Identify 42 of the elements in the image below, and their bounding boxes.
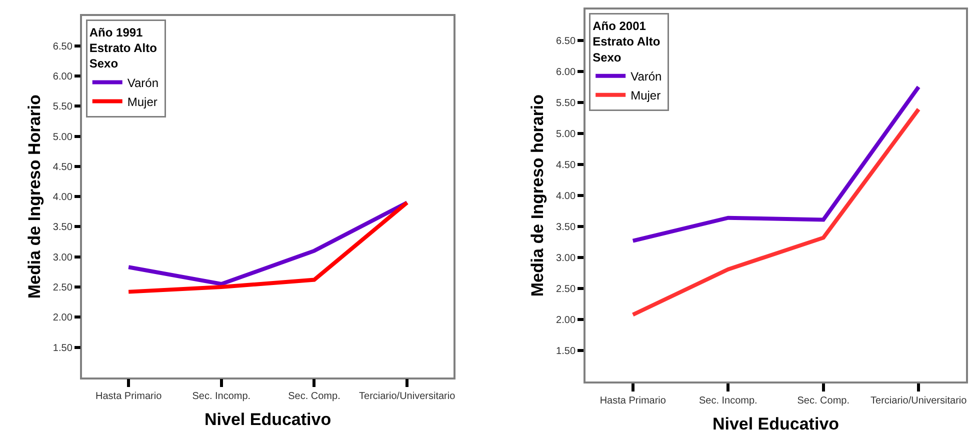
y-tick-label: 4.50: [556, 160, 576, 171]
y-tick-label: 1.50: [556, 346, 576, 358]
y-axis-title: Media de Ingreso horario: [528, 94, 548, 297]
legend-label: Mujer: [630, 88, 661, 103]
y-tick-label: 6.50: [556, 36, 576, 47]
y-tick-label: 5.50: [52, 102, 73, 113]
y-tick-label: 1.50: [52, 342, 73, 354]
line-series: [630, 84, 921, 243]
x-tick-label: Sec. Comp.: [797, 395, 850, 406]
y-tick-label: 2.50: [556, 284, 576, 296]
legend-title: Año 2001 Estrato Alto Sexo: [592, 19, 660, 64]
x-tick-label: Sec. Incomp.: [698, 395, 758, 406]
y-tick-label: 5.00: [52, 132, 73, 143]
x-tick-label: Sec. Incomp.: [192, 391, 251, 402]
legend-title: Año 1991 Estrato Alto Sexo: [89, 26, 157, 71]
y-tick-label: 5.50: [556, 98, 576, 109]
y-tick-label: 3.50: [556, 222, 576, 234]
x-tick-label: Terciario/Universitario: [870, 395, 968, 406]
x-axis-title: Nivel Educativo: [712, 414, 840, 434]
legend-label: Varón: [630, 70, 662, 84]
x-tick-label: Sec. Comp.: [288, 391, 340, 402]
y-tick-label: 5.00: [556, 128, 576, 140]
y-tick-label: 2.50: [52, 282, 73, 294]
legend-label: Mujer: [127, 94, 158, 109]
y-tick-label: 6.00: [52, 72, 73, 83]
legend-label: Varón: [127, 76, 159, 90]
y-tick-label: 6.00: [556, 66, 576, 78]
y-tick-label: 6.50: [52, 41, 73, 52]
y-tick-label: 4.50: [52, 162, 73, 173]
x-tick-label: Hasta Primario: [600, 395, 666, 406]
y-tick-label: 2.00: [556, 315, 576, 326]
y-tick-label: 3.00: [52, 252, 73, 264]
x-tick-label: Hasta Primario: [96, 391, 162, 402]
y-tick-label: 4.00: [52, 192, 73, 204]
y-tick-label: 3.00: [556, 253, 576, 264]
y-tick-label: 4.00: [556, 191, 576, 202]
x-axis-title: Nivel Educativo: [204, 410, 332, 430]
y-tick-label: 3.50: [52, 222, 73, 234]
y-axis-title: Media de Ingreso Horario: [24, 94, 44, 299]
line-series: [630, 107, 921, 317]
y-tick-label: 2.00: [52, 312, 73, 324]
x-tick-label: Terciario/Universitario: [359, 391, 456, 402]
